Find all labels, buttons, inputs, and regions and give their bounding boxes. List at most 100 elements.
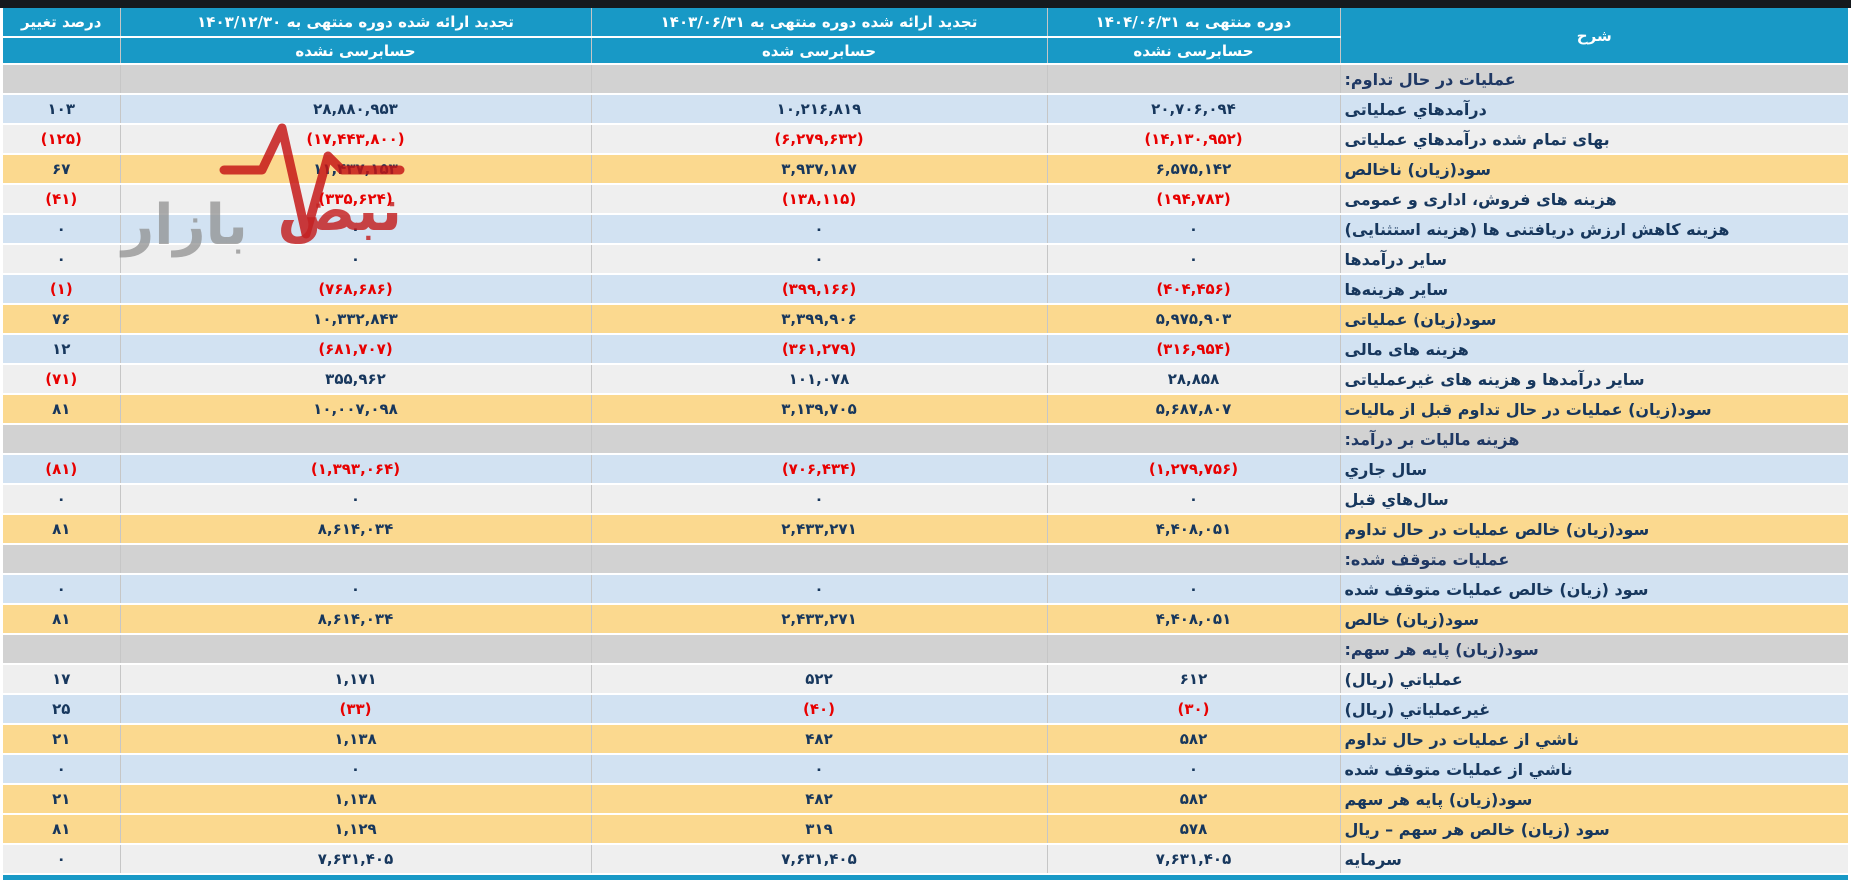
value-cell: ۴,۴۰۸,۰۵۱ [1046, 514, 1340, 545]
table-row: هزینه های فروش، اداری و عمومی (۱۹۴,۷۸۳) (۱… [3, 184, 1848, 215]
value-cell [1046, 544, 1340, 575]
desc-cell: غیرعملیاتي (ریال) [1339, 694, 1848, 725]
value-cell: ۲۸,۸۵۸ [1046, 364, 1340, 395]
value-cell: (۳۳۵,۶۲۴) [119, 184, 591, 215]
value-cell: ۰ [1046, 484, 1340, 515]
table-row: ناشي از عملیات متوقف شده ۰ ۰ ۰ ۰ [3, 754, 1848, 785]
value-cell: ۰ [119, 484, 591, 515]
section-row: هزینه مالیات بر درآمد: [3, 424, 1848, 455]
value-cell: (۶۸۱,۷۰۷) [119, 334, 591, 365]
value-cell: ۰ [590, 484, 1047, 515]
desc-cell: عملیات متوقف شده: [1339, 544, 1848, 575]
change-cell: ۲۱ [3, 724, 120, 755]
value-cell: ۶,۵۷۵,۱۴۲ [1046, 154, 1340, 185]
value-cell: ۰ [590, 754, 1047, 785]
value-cell [1046, 64, 1340, 95]
value-cell [119, 64, 591, 95]
desc-cell: سایر درآمدها [1339, 244, 1848, 275]
value-cell: (۳۳) [119, 694, 591, 725]
value-cell: ۵۸۲ [1046, 784, 1340, 815]
value-cell: ۱,۱۳۸ [119, 784, 591, 815]
value-cell [590, 64, 1047, 95]
table-row: ناشي از عملیات در حال تداوم ۵۸۲ ۴۸۲ ۱,۱۳۸ ۲۱ [3, 724, 1848, 755]
change-cell: ۰ [3, 244, 120, 275]
table-row: سود(زیان) عملیات در حال تداوم قبل از مال… [3, 394, 1848, 425]
table-row: سایر هزینه‌ها (۴۰۴,۴۵۶) (۳۹۹,۱۶۶) (۷۶۸,۶۸۶)… [3, 274, 1848, 305]
change-cell: ۰ [3, 574, 120, 605]
desc-cell: هزینه های مالی [1339, 334, 1848, 365]
change-cell [3, 424, 120, 455]
desc-cell: سایر درآمدها و هزینه های غیرعملیاتی [1339, 364, 1848, 395]
change-cell: ۸۱ [3, 604, 120, 635]
value-cell: (۳۹۹,۱۶۶) [590, 274, 1047, 305]
value-cell: ۰ [590, 214, 1047, 245]
value-cell: ۰ [1046, 754, 1340, 785]
table-row: سایر درآمدها ۰ ۰ ۰ ۰ [3, 244, 1848, 275]
desc-cell: سرمایه [1339, 844, 1848, 875]
table-row: درآمدهاي عملیاتی ۲۰,۷۰۶,۰۹۴ ۱۰,۲۱۶,۸۱۹ ۲۸,۸… [3, 94, 1848, 125]
value-cell: ۱۱,۴۳۷,۱۵۳ [119, 154, 591, 185]
value-cell [590, 544, 1047, 575]
change-cell [3, 634, 120, 665]
desc-cell: هزینه کاهش ارزش دریافتنی ها (هزینه استثن… [1339, 214, 1848, 245]
change-cell: ۰ [3, 754, 120, 785]
change-cell: ۰ [3, 484, 120, 515]
value-cell: (۴۰) [590, 694, 1047, 725]
value-cell [590, 424, 1047, 455]
table-row: سود (زیان) خالص هر سهم – ریال ۵۷۸ ۳۱۹ ۱,۱۲۹… [3, 814, 1848, 845]
table-row: سود(زیان) خالص عملیات در حال تداوم ۴,۴۰۸,… [3, 514, 1848, 545]
change-cell: (۸۱) [3, 454, 120, 485]
desc-cell: سود(زیان) عملیات در حال تداوم قبل از مال… [1339, 394, 1848, 425]
value-cell: ۸,۶۱۴,۰۳۴ [119, 604, 591, 635]
value-cell [590, 634, 1047, 665]
value-cell: (۱,۲۷۹,۷۵۶) [1046, 454, 1340, 485]
value-cell [1046, 424, 1340, 455]
value-cell: ۰ [1046, 574, 1340, 605]
section-row: عملیات در حال تداوم: [3, 64, 1848, 95]
desc-cell: سود(زیان) پایه هر سهم [1339, 784, 1848, 815]
value-cell: (۳۱۶,۹۵۴) [1046, 334, 1340, 365]
value-cell: ۰ [1046, 244, 1340, 275]
value-cell: ۲۰,۷۰۶,۰۹۴ [1046, 94, 1340, 125]
desc-cell: سایر هزینه‌ها [1339, 274, 1848, 305]
value-cell: ۱,۱۲۹ [119, 814, 591, 845]
value-cell: (۳۰) [1046, 694, 1340, 725]
value-cell: ۱۰,۰۰۷,۰۹۸ [119, 394, 591, 425]
desc-cell: ناشي از عملیات متوقف شده [1339, 754, 1848, 785]
change-cell: ۱۲ [3, 334, 120, 365]
value-cell [119, 544, 591, 575]
change-cell [3, 64, 120, 95]
change-cell: ۷۶ [3, 304, 120, 335]
bottom-border-bar [3, 875, 1848, 880]
value-cell: ۲۸,۸۸۰,۹۵۳ [119, 94, 591, 125]
desc-cell: سال‌هاي قبل [1339, 484, 1848, 515]
change-cell: ۲۵ [3, 694, 120, 725]
change-cell: ۸۱ [3, 514, 120, 545]
change-cell: ۲۱ [3, 784, 120, 815]
change-cell: (۴۱) [3, 184, 120, 215]
header-audit-1404-06: حسابرسی نشده [1046, 37, 1340, 65]
value-cell: ۵۲۲ [590, 664, 1047, 695]
change-cell: ۰ [3, 214, 120, 245]
income-statement-table: شرح دوره منتهی به ۱۴۰۴/۰۶/۳۱ تجدید ارائه… [3, 8, 1848, 875]
section-row: سود(زیان) پایه هر سهم: [3, 634, 1848, 665]
value-cell: ۳,۱۳۹,۷۰۵ [590, 394, 1047, 425]
table-row: هزینه های مالی (۳۱۶,۹۵۴) (۳۶۱,۲۷۹) (۶۸۱,۷۰۷… [3, 334, 1848, 365]
change-cell: (۱۲۵) [3, 124, 120, 155]
value-cell: ۰ [119, 574, 591, 605]
value-cell [119, 634, 591, 665]
value-cell [1046, 634, 1340, 665]
change-cell: ۸۱ [3, 394, 120, 425]
value-cell: ۳۱۹ [590, 814, 1047, 845]
change-cell: ۱۰۳ [3, 94, 120, 125]
value-cell: (۷۶۸,۶۸۶) [119, 274, 591, 305]
header-description: شرح [1339, 8, 1848, 65]
value-cell: (۱۷,۴۴۳,۸۰۰) [119, 124, 591, 155]
table-row: سود(زیان) پایه هر سهم ۵۸۲ ۴۸۲ ۱,۱۳۸ ۲۱ [3, 784, 1848, 815]
report-page: شرح دوره منتهی به ۱۴۰۴/۰۶/۳۱ تجدید ارائه… [0, 8, 1851, 875]
table-row: سایر درآمدها و هزینه های غیرعملیاتی ۲۸,۸۵… [3, 364, 1848, 395]
change-cell: (۱) [3, 274, 120, 305]
table-row: سود(زیان) عملیاتی ۵,۹۷۵,۹۰۳ ۳,۳۹۹,۹۰۶ ۱۰,۳۳… [3, 304, 1848, 335]
change-cell: ۰ [3, 844, 120, 875]
value-cell: ۵,۶۸۷,۸۰۷ [1046, 394, 1340, 425]
